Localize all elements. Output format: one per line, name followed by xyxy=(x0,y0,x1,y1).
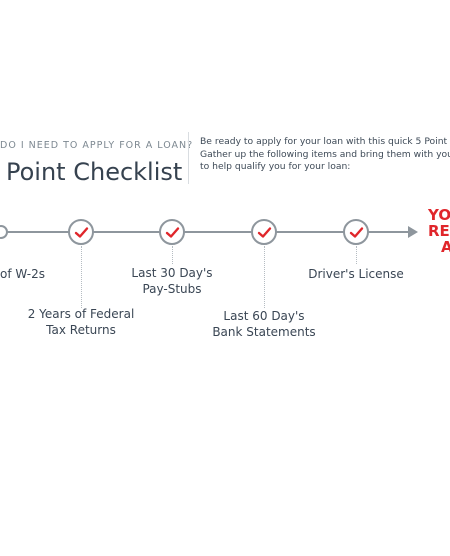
goal-line-2: REA xyxy=(428,222,450,240)
question-heading: DO I NEED TO APPLY FOR A LOAN? xyxy=(0,140,194,151)
step-label-line: Last 30 Day's xyxy=(131,266,213,280)
check-icon xyxy=(349,227,364,238)
step-label-line: Bank Statements xyxy=(212,324,316,339)
connector-2 xyxy=(172,246,173,264)
timeline-start-dot xyxy=(0,225,8,239)
goal-line-3: A xyxy=(441,238,450,256)
goal-text: YO REA A xyxy=(428,207,450,255)
check-node-1 xyxy=(68,219,94,245)
header-divider xyxy=(188,132,189,184)
intro-line-1: Be ready to apply for your loan with thi… xyxy=(200,136,450,147)
connector-1 xyxy=(81,246,82,308)
check-icon xyxy=(257,227,272,238)
step-label-line: Pay-Stubs xyxy=(142,281,202,296)
connector-3 xyxy=(264,246,265,308)
step-label-line: Last 60 Day's xyxy=(223,309,305,323)
step-label-drivers-license: Driver's License xyxy=(302,267,410,283)
goal-line-1: YO xyxy=(428,206,450,224)
step-label-line: of W-2s xyxy=(0,267,45,281)
intro-line-2: Gather up the following items and bring … xyxy=(200,148,450,160)
step-label-bank-statements: Last 60 Day's Bank Statements xyxy=(210,309,318,340)
step-label-line: Tax Returns xyxy=(46,322,116,337)
page-title: Point Checklist xyxy=(6,158,183,186)
step-label-w2s: of W-2s xyxy=(0,267,45,283)
check-node-3 xyxy=(251,219,277,245)
step-label-tax-returns: 2 Years of Federal Tax Returns xyxy=(23,307,139,338)
check-icon xyxy=(74,227,89,238)
intro-line-3: to help qualify you for your loan: xyxy=(200,161,351,172)
connector-4 xyxy=(356,246,357,264)
check-node-4 xyxy=(343,219,369,245)
step-label-pay-stubs: Last 30 Day's Pay-Stubs xyxy=(124,266,220,297)
step-label-line: Driver's License xyxy=(308,267,404,281)
check-icon xyxy=(165,227,180,238)
intro-paragraph: Be ready to apply for your loan with thi… xyxy=(200,136,450,174)
timeline-arrow-icon xyxy=(408,226,418,238)
timeline-line xyxy=(0,231,412,233)
step-label-line: 2 Years of Federal xyxy=(27,307,135,321)
check-node-2 xyxy=(159,219,185,245)
